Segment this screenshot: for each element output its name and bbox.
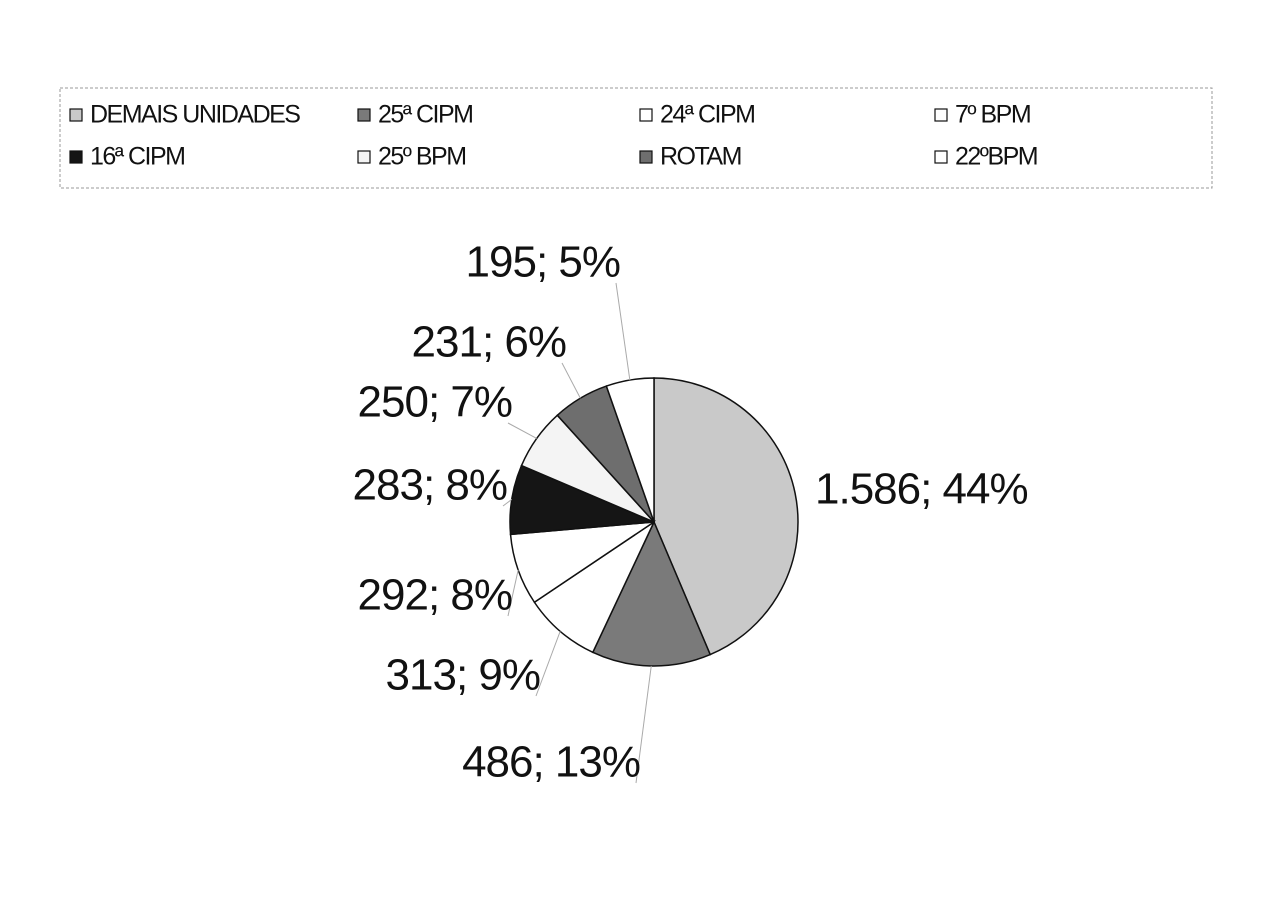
legend-swatch	[69, 108, 83, 122]
pie-slice	[605, 377, 655, 523]
legend-label: 24ª CIPM	[660, 101, 755, 129]
leader-line	[635, 665, 652, 784]
legend-label: ROTAM	[660, 143, 741, 171]
legend-label: 16ª CIPM	[90, 143, 185, 171]
leader-line	[535, 631, 561, 697]
data-label: 313; 9%	[386, 651, 540, 700]
pie-slice	[653, 377, 799, 656]
leader-line	[507, 422, 537, 439]
legend-swatch	[934, 150, 948, 164]
legend-swatch	[357, 150, 371, 164]
data-label: 283; 8%	[353, 461, 507, 510]
legend-label: DEMAIS UNIDADES	[90, 101, 300, 129]
legend-swatch	[69, 150, 83, 164]
data-label: 1.586; 44%	[815, 465, 1028, 514]
leader-line	[502, 498, 513, 507]
data-label: 231; 6%	[412, 318, 566, 367]
legend-swatch	[357, 108, 371, 122]
data-label: 486; 13%	[462, 738, 640, 787]
legend-swatch	[934, 108, 948, 122]
legend-label: 25º BPM	[378, 143, 466, 171]
leader-line	[507, 569, 519, 617]
legend-label: 22ºBPM	[955, 143, 1037, 171]
leader-line	[615, 282, 631, 381]
legend-swatch	[639, 108, 653, 122]
pie-slice	[591, 520, 712, 667]
leader-line	[561, 362, 581, 399]
legend-swatch	[639, 150, 653, 164]
legend-label: 7º BPM	[955, 101, 1030, 129]
legend-box	[59, 87, 1213, 189]
data-label: 250; 7%	[358, 378, 512, 427]
data-label: 195; 5%	[466, 238, 620, 287]
legend-label: 25ª CIPM	[378, 101, 473, 129]
data-label: 292; 8%	[358, 571, 512, 620]
